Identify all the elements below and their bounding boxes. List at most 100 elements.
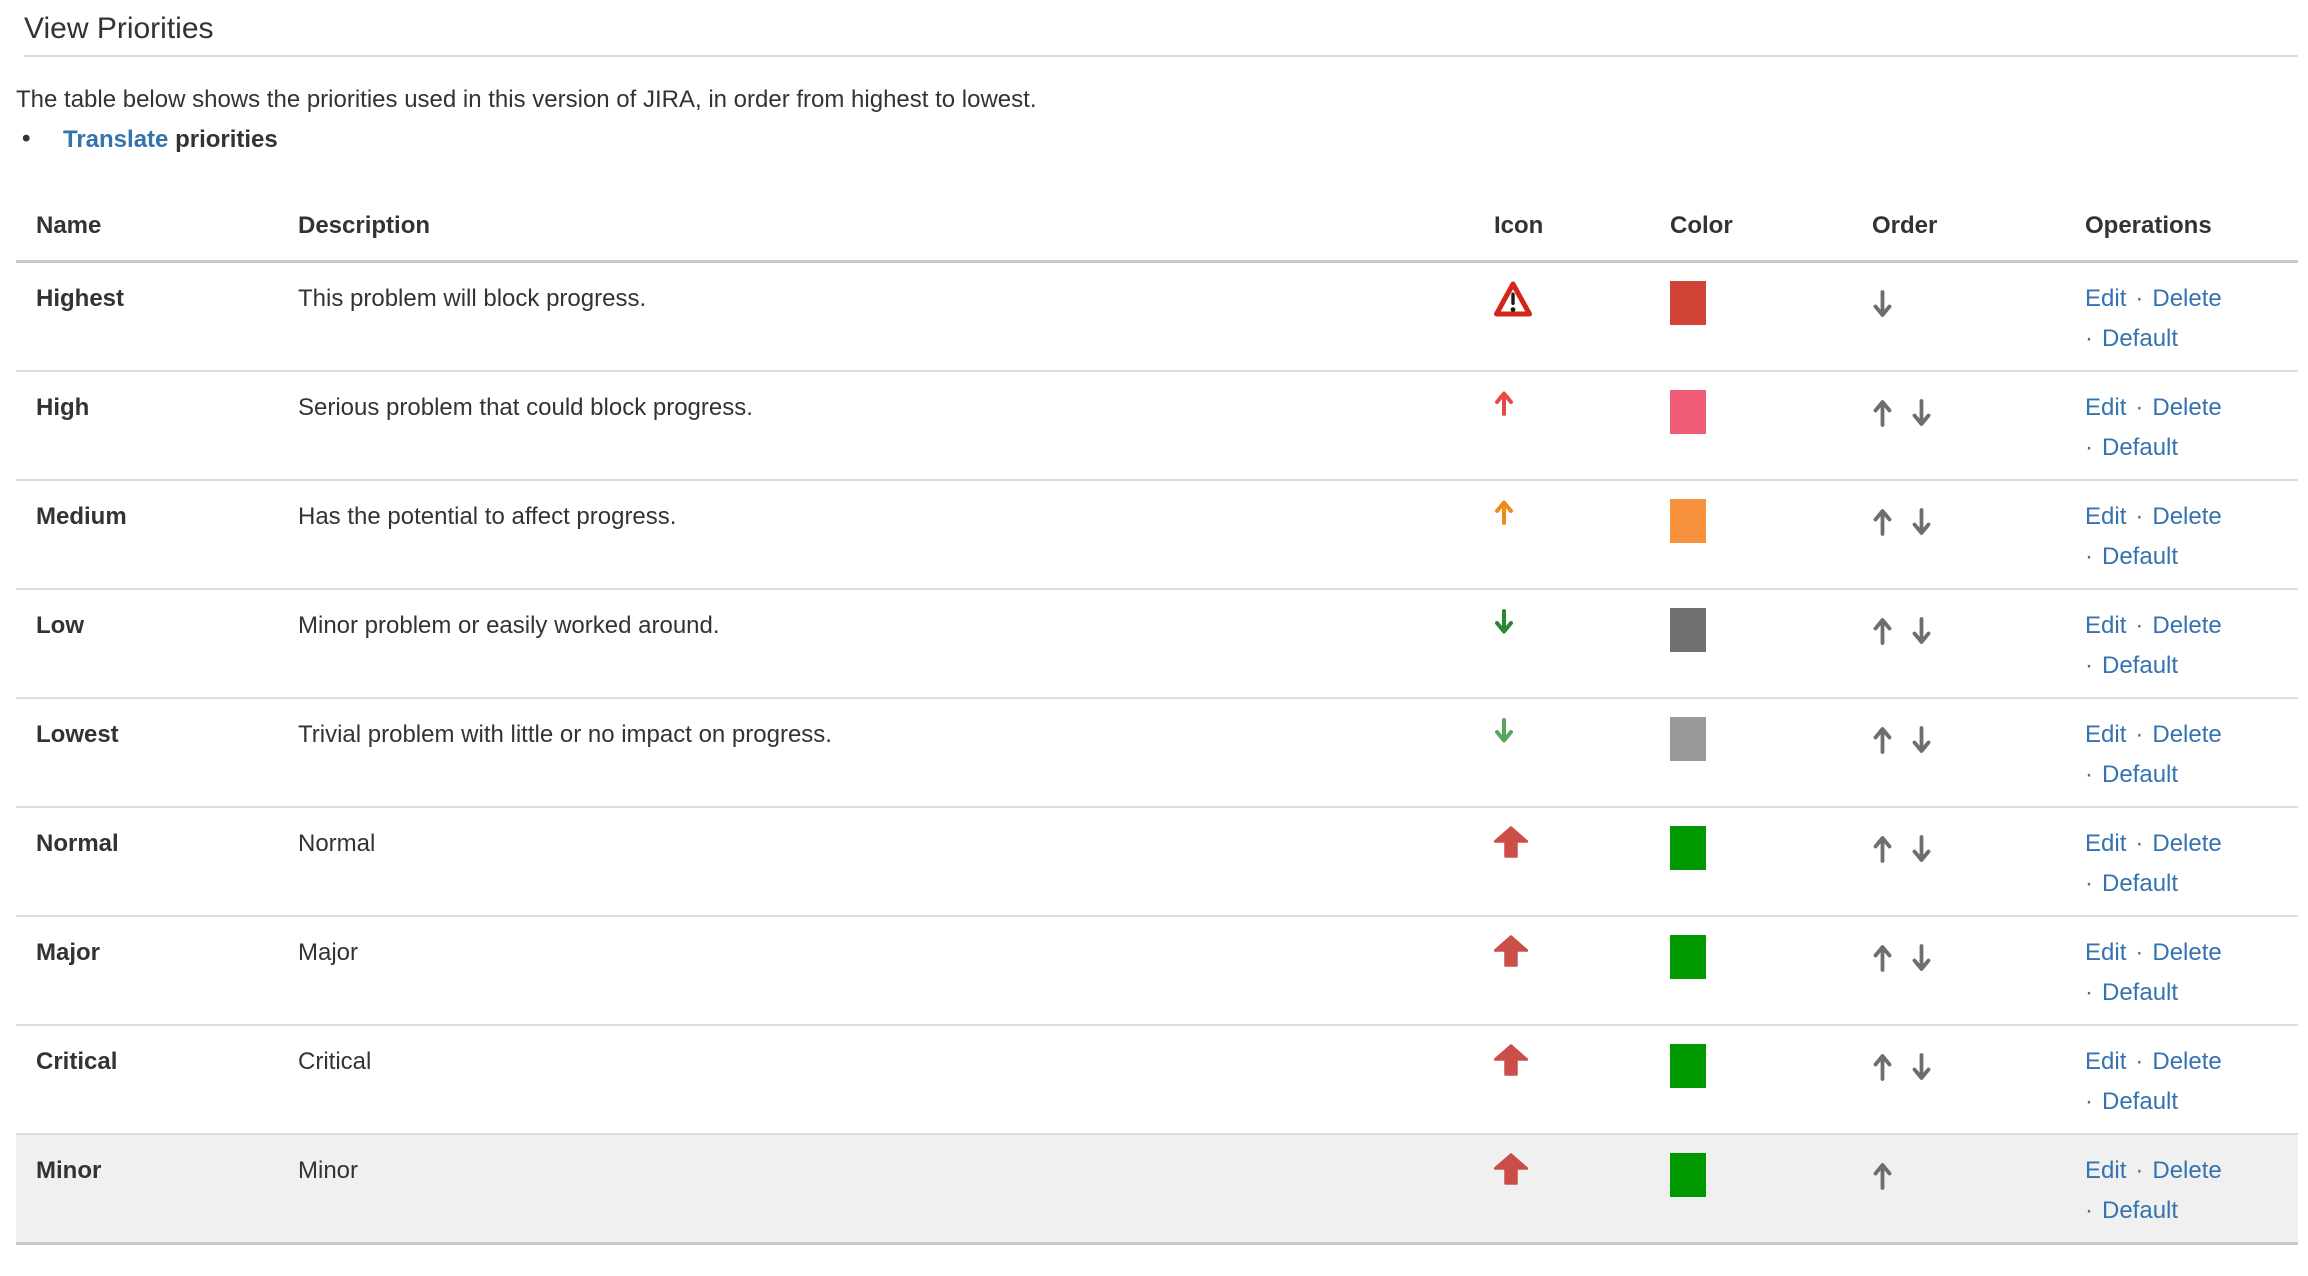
delete-link[interactable]: Delete: [2152, 1157, 2222, 1184]
priority-description: Major: [278, 916, 1474, 1026]
operations-separator: ·: [2135, 1048, 2144, 1075]
arrow-up-thin-icon: [1494, 499, 1514, 539]
priority-description: This problem will block progress.: [278, 261, 1474, 372]
default-link[interactable]: Default: [2102, 543, 2179, 570]
operations-cell: Edit · Delete · Default: [2065, 261, 2298, 372]
priority-description: Critical: [278, 1025, 1474, 1135]
edit-link[interactable]: Edit: [2085, 1157, 2127, 1184]
default-link[interactable]: Default: [2102, 1088, 2179, 1115]
order-down-button[interactable]: [1911, 943, 1932, 986]
order-cell: [1852, 1025, 2065, 1135]
delete-link[interactable]: Delete: [2152, 285, 2222, 312]
priority-name: Medium: [16, 480, 278, 590]
priority-row-normal: Normal Normal Edit · Delete · Default: [16, 807, 2298, 917]
operations-cell: Edit · Delete · Default: [2065, 1025, 2298, 1135]
delete-link[interactable]: Delete: [2152, 394, 2222, 421]
operations-separator: ·: [2135, 503, 2144, 530]
edit-link[interactable]: Edit: [2085, 285, 2127, 312]
default-link[interactable]: Default: [2102, 870, 2179, 897]
priority-description: Minor problem or easily worked around.: [278, 589, 1474, 699]
delete-link[interactable]: Delete: [2152, 721, 2222, 748]
color-swatch: [1670, 608, 1706, 652]
operations-separator: ·: [2085, 1197, 2093, 1224]
order-up-button[interactable]: [1872, 943, 1893, 986]
order-up-button[interactable]: [1872, 725, 1893, 768]
default-link[interactable]: Default: [2102, 434, 2179, 461]
priority-row-critical: Critical Critical Edit · Delete · Default: [16, 1025, 2298, 1135]
order-up-button[interactable]: [1872, 834, 1893, 877]
delete-link[interactable]: Delete: [2152, 503, 2222, 530]
color-swatch: [1670, 281, 1706, 325]
delete-link[interactable]: Delete: [2152, 939, 2222, 966]
order-up-button[interactable]: [1872, 1052, 1893, 1095]
edit-link[interactable]: Edit: [2085, 394, 2127, 421]
order-up-button[interactable]: [1872, 1161, 1893, 1204]
order-down-button[interactable]: [1911, 616, 1932, 659]
order-down-button[interactable]: [1911, 507, 1932, 550]
priority-name: High: [16, 371, 278, 481]
operations-cell: Edit · Delete · Default: [2065, 589, 2298, 699]
priority-row-high: High Serious problem that could block pr…: [16, 371, 2298, 481]
priority-description: Normal: [278, 807, 1474, 917]
operations-separator: ·: [2135, 394, 2144, 421]
header-row: Name Description Icon Color Order Operat…: [16, 198, 2298, 263]
operations-separator: ·: [2085, 543, 2093, 570]
order-down-button[interactable]: [1911, 834, 1932, 877]
translate-priorities-item: Translate priorities: [16, 120, 2298, 159]
order-cell: [1852, 589, 2065, 699]
priority-row-minor: Minor Minor Edit · Delete · Default: [16, 1134, 2298, 1245]
priority-name: Highest: [16, 261, 278, 372]
edit-link[interactable]: Edit: [2085, 939, 2127, 966]
edit-link[interactable]: Edit: [2085, 612, 2127, 639]
operations-separator: ·: [2135, 721, 2144, 748]
priority-description: Trivial problem with little or no impact…: [278, 698, 1474, 808]
default-link[interactable]: Default: [2102, 325, 2179, 352]
priority-name: Low: [16, 589, 278, 699]
page-title: View Priorities: [24, 12, 2298, 57]
order-down-button[interactable]: [1911, 1052, 1932, 1095]
order-cell: [1852, 698, 2065, 808]
translate-link[interactable]: Translate: [63, 126, 169, 153]
column-header-icon: Icon: [1474, 198, 1650, 263]
order-down-button[interactable]: [1911, 398, 1932, 441]
edit-link[interactable]: Edit: [2085, 721, 2127, 748]
operations-separator: ·: [2135, 939, 2144, 966]
color-swatch: [1670, 935, 1706, 979]
order-down-button[interactable]: [1911, 725, 1932, 768]
operations-separator: ·: [2135, 612, 2144, 639]
operations-separator: ·: [2135, 1157, 2144, 1184]
operations-cell: Edit · Delete · Default: [2065, 1134, 2298, 1245]
order-up-button[interactable]: [1872, 398, 1893, 441]
operations-cell: Edit · Delete · Default: [2065, 698, 2298, 808]
delete-link[interactable]: Delete: [2152, 1048, 2222, 1075]
column-header-order: Order: [1852, 198, 2065, 263]
view-priorities-page: View Priorities The table below shows th…: [0, 12, 2308, 1245]
intro-text: The table below shows the priorities use…: [16, 86, 1037, 113]
order-cell: [1852, 261, 2065, 372]
edit-link[interactable]: Edit: [2085, 830, 2127, 857]
color-swatch: [1670, 717, 1706, 761]
delete-link[interactable]: Delete: [2152, 612, 2222, 639]
delete-link[interactable]: Delete: [2152, 830, 2222, 857]
default-link[interactable]: Default: [2102, 979, 2179, 1006]
edit-link[interactable]: Edit: [2085, 503, 2127, 530]
priorities-table-body: Highest This problem will block progress…: [16, 261, 2298, 1245]
order-up-button[interactable]: [1872, 507, 1893, 550]
default-link[interactable]: Default: [2102, 652, 2179, 679]
priority-row-major: Major Major Edit · Delete · Default: [16, 916, 2298, 1026]
default-link[interactable]: Default: [2102, 1197, 2179, 1224]
edit-link[interactable]: Edit: [2085, 1048, 2127, 1075]
operations-cell: Edit · Delete · Default: [2065, 807, 2298, 917]
translate-suffix: priorities: [175, 126, 278, 153]
operations-separator: ·: [2085, 979, 2093, 1006]
order-up-button[interactable]: [1872, 616, 1893, 659]
priority-row-medium: Medium Has the potential to affect progr…: [16, 480, 2298, 590]
arrow-up-fat-icon: [1493, 935, 1529, 980]
color-swatch: [1670, 826, 1706, 870]
column-header-description: Description: [278, 198, 1474, 263]
order-down-button[interactable]: [1872, 289, 1893, 332]
default-link[interactable]: Default: [2102, 761, 2179, 788]
operations-cell: Edit · Delete · Default: [2065, 371, 2298, 481]
priority-row-low: Low Minor problem or easily worked aroun…: [16, 589, 2298, 699]
priorities-table: Name Description Icon Color Order Operat…: [16, 198, 2298, 1245]
